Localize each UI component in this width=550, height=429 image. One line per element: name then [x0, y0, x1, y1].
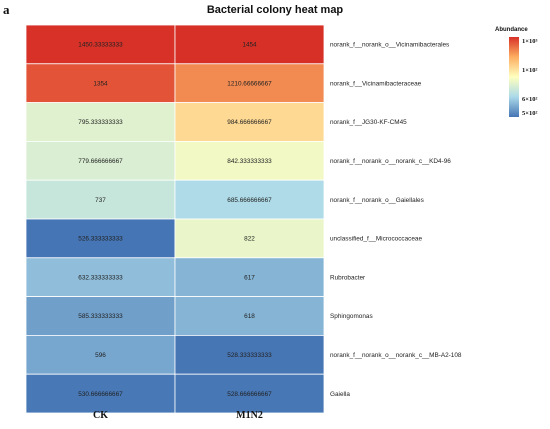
- cell-value-label: 618: [244, 313, 255, 320]
- heatmap-cell: [25, 334, 176, 375]
- cell-value-label: 779.666666667: [78, 158, 123, 165]
- row-label: norank_f__JG30-KF-CM45: [330, 119, 407, 126]
- heatmap-cell: [25, 296, 176, 336]
- heatmap-cell: [174, 218, 325, 259]
- cell-value-label: 596: [95, 352, 106, 359]
- heatmap-cell: [25, 218, 176, 259]
- cell-value-label: 984.666666667: [227, 119, 272, 126]
- heatmap-cell: [174, 179, 325, 220]
- row-label: norank_f__norank_o__norank_c__MB-A2-108: [330, 352, 462, 359]
- heatmap-cell: [174, 296, 325, 336]
- row-label: Gaiella: [330, 391, 350, 398]
- column-label: CK: [93, 410, 108, 421]
- cell-value-label: 737: [95, 197, 106, 204]
- row-label: norank_f__norank_o__Gaiellales: [330, 197, 424, 204]
- row-labels: norank_f__norank_o__Vicinamibacteralesno…: [330, 42, 462, 398]
- cell-value-label: 822: [244, 236, 255, 243]
- cell-value-label: 795.333333333: [78, 119, 123, 126]
- cell-value-label: 585.333333333: [78, 313, 123, 320]
- heatmap-cell: [25, 257, 176, 297]
- cell-value-label: 1354: [93, 80, 108, 87]
- panel-letter: a: [3, 2, 10, 17]
- cell-value-label: 685.666666667: [227, 197, 272, 204]
- row-label: Rubrobacter: [330, 274, 366, 281]
- row-label: unclassified_f__Micrococcaceae: [330, 236, 422, 243]
- heatmap-cell: [25, 140, 176, 181]
- row-label: Sphingomonas: [330, 313, 373, 320]
- legend-tick-label: 5×10²: [522, 110, 537, 117]
- cell-value-label: 1454: [242, 42, 257, 49]
- cell-value-label: 1450.33333333: [78, 42, 123, 49]
- heatmap-cells: 1450.33333333 1454 1354 1210.66666667 795.33…: [25, 24, 325, 414]
- column-labels: CK M1N2: [93, 410, 263, 421]
- legend: Abundance 1×10³ 1×10² 6×10² 5×10²: [495, 27, 537, 117]
- heatmap-cell: [25, 24, 176, 65]
- heatmap-cell: [174, 63, 325, 103]
- row-label: norank_f__Vicinamibacteraceae: [330, 80, 422, 87]
- legend-title: Abundance: [495, 27, 528, 33]
- cell-value-label: 528.666666667: [227, 391, 272, 398]
- cell-value-label: 528.333333333: [227, 352, 272, 359]
- cell-value-label: 530.666666667: [78, 391, 123, 398]
- heatmap-cell: [174, 24, 325, 65]
- cell-value-label: 526.333333333: [78, 236, 123, 243]
- heatmap-cell: [174, 334, 325, 375]
- cell-value-label: 1210.66666667: [227, 80, 272, 87]
- legend-tick-label: 1×10³: [522, 38, 537, 45]
- column-label: M1N2: [236, 410, 263, 421]
- row-label: norank_f__norank_o__norank_c__KD4-96: [330, 158, 451, 165]
- cell-value-label: 632.333333333: [78, 274, 123, 281]
- heatmap-cell: [25, 63, 176, 103]
- chart-title: Bacterial colony heat map: [206, 4, 344, 16]
- heatmap-cell: [174, 373, 325, 414]
- heatmap-cell: [174, 257, 325, 297]
- cell-value-label: 842.333333333: [227, 158, 272, 165]
- cell-value-label: 617: [244, 274, 255, 281]
- heatmap-cell: [174, 102, 325, 142]
- row-label: norank_f__norank_o__Vicinamibacterales: [330, 42, 449, 49]
- legend-tick-label: 6×10²: [522, 96, 537, 103]
- legend-colorbar: [509, 37, 519, 117]
- legend-tick-label: 1×10²: [522, 67, 537, 74]
